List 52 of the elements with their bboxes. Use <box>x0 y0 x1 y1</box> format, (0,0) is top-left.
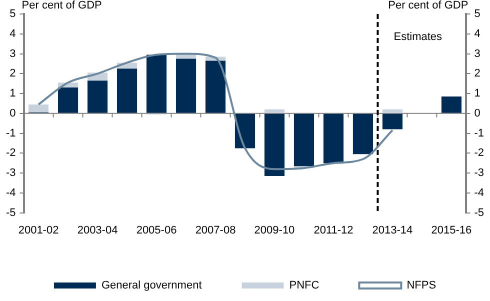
y-tick-label: -5 <box>6 206 16 219</box>
y2-tick-label: 2 <box>474 68 480 80</box>
y2-tick-label: 3 <box>474 48 480 60</box>
y-tick-label: -4 <box>6 186 16 199</box>
bar <box>264 114 285 176</box>
bar <box>176 58 196 113</box>
y2-tick-label: -5 <box>474 206 484 219</box>
y-tick-label: 5 <box>10 8 16 20</box>
y2-tick-label: -4 <box>474 186 484 199</box>
legend-label: General government <box>101 280 202 292</box>
bar <box>264 109 285 113</box>
y-tick-label: 2 <box>10 68 16 80</box>
y2-tick-label: 0 <box>474 107 480 120</box>
y-tick-label: -1 <box>6 127 16 140</box>
x-tick-label: 2001-02 <box>18 224 59 236</box>
y-tick-label: 4 <box>10 28 16 40</box>
legend-label: NFPS <box>406 280 436 292</box>
bar <box>146 54 167 113</box>
y-axis-title: Per cent of GDP <box>22 0 102 12</box>
x-tick-label: 2009-10 <box>254 224 295 236</box>
bar <box>28 104 49 112</box>
y-tick-label: -3 <box>6 167 16 180</box>
x-tick-label: 2011-12 <box>314 224 354 236</box>
x-tick-label: 2007-08 <box>195 224 236 236</box>
bar <box>352 114 374 154</box>
ref-line-label: Estimates <box>394 31 443 44</box>
y2-tick-label: -1 <box>474 127 484 140</box>
bar <box>205 60 226 113</box>
x-tick-label: 2003-04 <box>77 224 118 236</box>
y-tick-label: 1 <box>10 88 16 100</box>
bar <box>58 88 78 113</box>
x-tick-label: 2005-06 <box>136 224 177 236</box>
bar <box>294 114 314 166</box>
line-series <box>38 52 394 170</box>
y2-axis-title: Per cent of GDP <box>388 0 468 12</box>
x-tick-label: 2013-14 <box>372 224 413 236</box>
bar <box>87 80 108 113</box>
legend-label: PNFC <box>289 280 320 292</box>
y-tick-label: -2 <box>6 147 16 160</box>
x-tick-label: 2015-16 <box>431 224 472 236</box>
y2-tick-label: -3 <box>474 167 484 180</box>
y2-tick-label: 5 <box>474 8 480 20</box>
y-tick-label: 3 <box>10 48 16 60</box>
bar <box>382 109 403 113</box>
bar <box>441 96 462 113</box>
bar <box>382 114 403 130</box>
y-tick-label: 0 <box>10 107 16 120</box>
bar <box>323 114 344 164</box>
y2-tick-label: 1 <box>474 88 480 100</box>
y2-tick-label: 4 <box>474 28 480 40</box>
y2-tick-label: -2 <box>474 147 484 160</box>
bar <box>116 68 138 113</box>
